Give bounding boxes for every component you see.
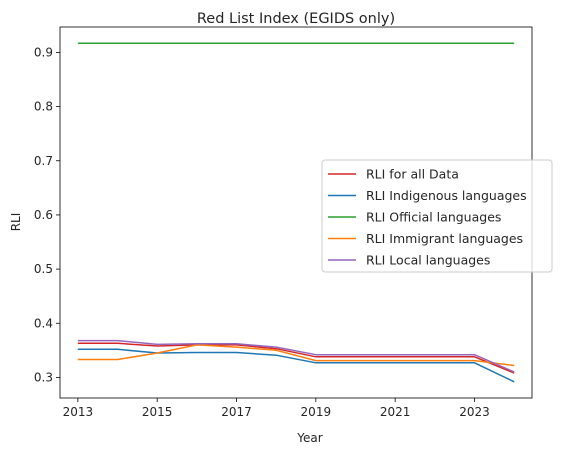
y-tick-label: 0.7 [34, 154, 53, 168]
x-tick-label: 2023 [459, 405, 490, 419]
x-axis: 2013 2015 2017 2019 2021 2023 [63, 398, 490, 419]
legend-label: RLI Official languages [366, 210, 501, 225]
y-tick-label: 0.5 [34, 262, 53, 276]
y-tick-label: 0.8 [34, 100, 53, 114]
legend: RLI for all Data RLI Indigenous languages… [322, 160, 552, 272]
y-tick-label: 0.9 [34, 45, 53, 59]
y-axis-label: RLI [9, 213, 23, 232]
y-tick-label: 0.4 [34, 316, 53, 330]
chart-title: Red List Index (EGIDS only) [197, 11, 395, 27]
legend-label: RLI Immigrant languages [366, 231, 523, 246]
y-tick-label: 0.6 [34, 208, 53, 222]
x-axis-label: Year [296, 431, 322, 445]
legend-label: RLI Local languages [366, 253, 490, 268]
series-line-1 [78, 343, 514, 373]
y-axis: 0.3 0.4 0.5 0.6 0.7 0.8 0.9 [34, 45, 60, 384]
x-tick-label: 2021 [380, 405, 411, 419]
x-tick-label: 2015 [142, 405, 173, 419]
legend-label: RLI Indigenous languages [366, 188, 527, 203]
x-tick-label: 2019 [301, 405, 332, 419]
x-tick-label: 2013 [63, 405, 94, 419]
y-tick-label: 0.3 [34, 370, 53, 384]
x-tick-label: 2017 [221, 405, 252, 419]
legend-label: RLI for all Data [366, 167, 459, 182]
